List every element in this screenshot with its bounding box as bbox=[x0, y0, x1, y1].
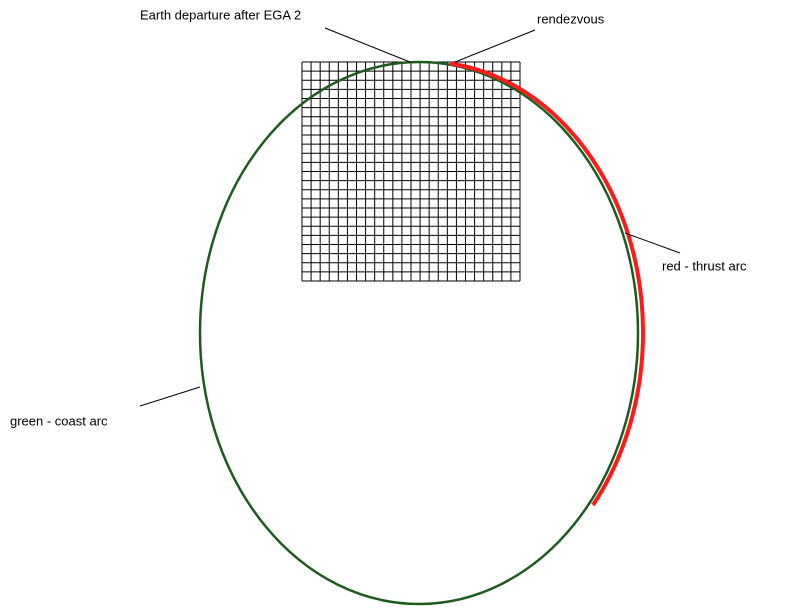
label: red - thrust arc bbox=[662, 258, 747, 273]
label: green - coast arc bbox=[10, 413, 108, 428]
leader-line bbox=[139, 386, 201, 407]
thrust-arc bbox=[449, 61, 646, 507]
label: rendezvous bbox=[537, 11, 605, 26]
leader-line bbox=[324, 27, 411, 63]
label: Earth departure after EGA 2 bbox=[140, 7, 301, 22]
grid bbox=[301, 61, 521, 282]
coast-arc bbox=[198, 60, 640, 606]
leader-line bbox=[624, 232, 681, 254]
leader-line bbox=[454, 29, 536, 63]
